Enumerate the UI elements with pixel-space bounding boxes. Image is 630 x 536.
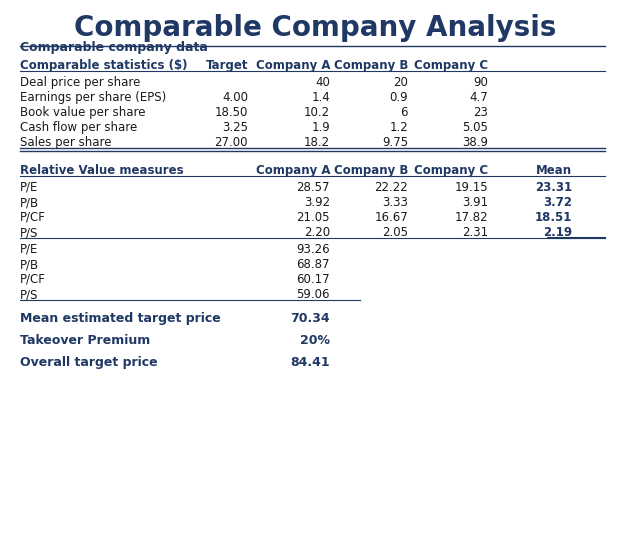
Text: 5.05: 5.05 — [462, 121, 488, 134]
Text: Target: Target — [205, 59, 248, 72]
Text: 3.72: 3.72 — [543, 196, 572, 209]
Text: P/CF: P/CF — [20, 211, 46, 224]
Text: 3.25: 3.25 — [222, 121, 248, 134]
Text: Company A: Company A — [256, 164, 330, 177]
Text: 16.67: 16.67 — [374, 211, 408, 224]
Text: Deal price per share: Deal price per share — [20, 76, 140, 89]
Text: Overall target price: Overall target price — [20, 356, 158, 369]
Text: 4.00: 4.00 — [222, 91, 248, 104]
Text: P/E: P/E — [20, 243, 38, 256]
Text: P/B: P/B — [20, 196, 39, 209]
Text: Sales per share: Sales per share — [20, 136, 112, 149]
Text: 3.91: 3.91 — [462, 196, 488, 209]
Text: 22.22: 22.22 — [374, 181, 408, 194]
Text: 21.05: 21.05 — [297, 211, 330, 224]
Text: Mean: Mean — [536, 164, 572, 177]
Text: 18.51: 18.51 — [535, 211, 572, 224]
Text: 18.50: 18.50 — [215, 106, 248, 119]
Text: 20%: 20% — [300, 334, 330, 347]
Text: Company C: Company C — [414, 59, 488, 72]
Text: 9.75: 9.75 — [382, 136, 408, 149]
Text: 1.4: 1.4 — [311, 91, 330, 104]
Text: 90: 90 — [473, 76, 488, 89]
Text: Relative Value measures: Relative Value measures — [20, 164, 183, 177]
Text: Company B: Company B — [334, 59, 408, 72]
Text: 3.33: 3.33 — [382, 196, 408, 209]
Text: 10.2: 10.2 — [304, 106, 330, 119]
Text: P/S: P/S — [20, 226, 38, 239]
Text: 0.9: 0.9 — [389, 91, 408, 104]
Text: 1.9: 1.9 — [311, 121, 330, 134]
Text: 28.57: 28.57 — [297, 181, 330, 194]
Text: 23: 23 — [473, 106, 488, 119]
Text: 93.26: 93.26 — [296, 243, 330, 256]
Text: 2.20: 2.20 — [304, 226, 330, 239]
Text: Cash flow per share: Cash flow per share — [20, 121, 137, 134]
Text: 2.31: 2.31 — [462, 226, 488, 239]
Text: 40: 40 — [315, 76, 330, 89]
Text: 23.31: 23.31 — [535, 181, 572, 194]
Text: 3.92: 3.92 — [304, 196, 330, 209]
Text: Company A: Company A — [256, 59, 330, 72]
Text: 27.00: 27.00 — [214, 136, 248, 149]
Text: Comparable statistics ($): Comparable statistics ($) — [20, 59, 188, 72]
Text: P/S: P/S — [20, 288, 38, 301]
Text: 17.82: 17.82 — [454, 211, 488, 224]
Text: P/CF: P/CF — [20, 273, 46, 286]
Text: Book value per share: Book value per share — [20, 106, 146, 119]
Text: 68.87: 68.87 — [297, 258, 330, 271]
Text: 59.06: 59.06 — [297, 288, 330, 301]
Text: 6: 6 — [401, 106, 408, 119]
Text: 20: 20 — [393, 76, 408, 89]
Text: 84.41: 84.41 — [290, 356, 330, 369]
Text: P/E: P/E — [20, 181, 38, 194]
Text: Comparable company data: Comparable company data — [20, 41, 208, 54]
Text: 38.9: 38.9 — [462, 136, 488, 149]
Text: 2.05: 2.05 — [382, 226, 408, 239]
Text: 18.2: 18.2 — [304, 136, 330, 149]
Text: 1.2: 1.2 — [389, 121, 408, 134]
Text: Takeover Premium: Takeover Premium — [20, 334, 150, 347]
Text: 4.7: 4.7 — [469, 91, 488, 104]
Text: Company C: Company C — [414, 164, 488, 177]
Text: 19.15: 19.15 — [454, 181, 488, 194]
Text: Company B: Company B — [334, 164, 408, 177]
Text: 70.34: 70.34 — [290, 312, 330, 325]
Text: Mean estimated target price: Mean estimated target price — [20, 312, 220, 325]
Text: P/B: P/B — [20, 258, 39, 271]
Text: 60.17: 60.17 — [296, 273, 330, 286]
Text: Earnings per share (EPS): Earnings per share (EPS) — [20, 91, 166, 104]
Text: 2.19: 2.19 — [543, 226, 572, 239]
Text: Comparable Company Analysis: Comparable Company Analysis — [74, 14, 556, 42]
